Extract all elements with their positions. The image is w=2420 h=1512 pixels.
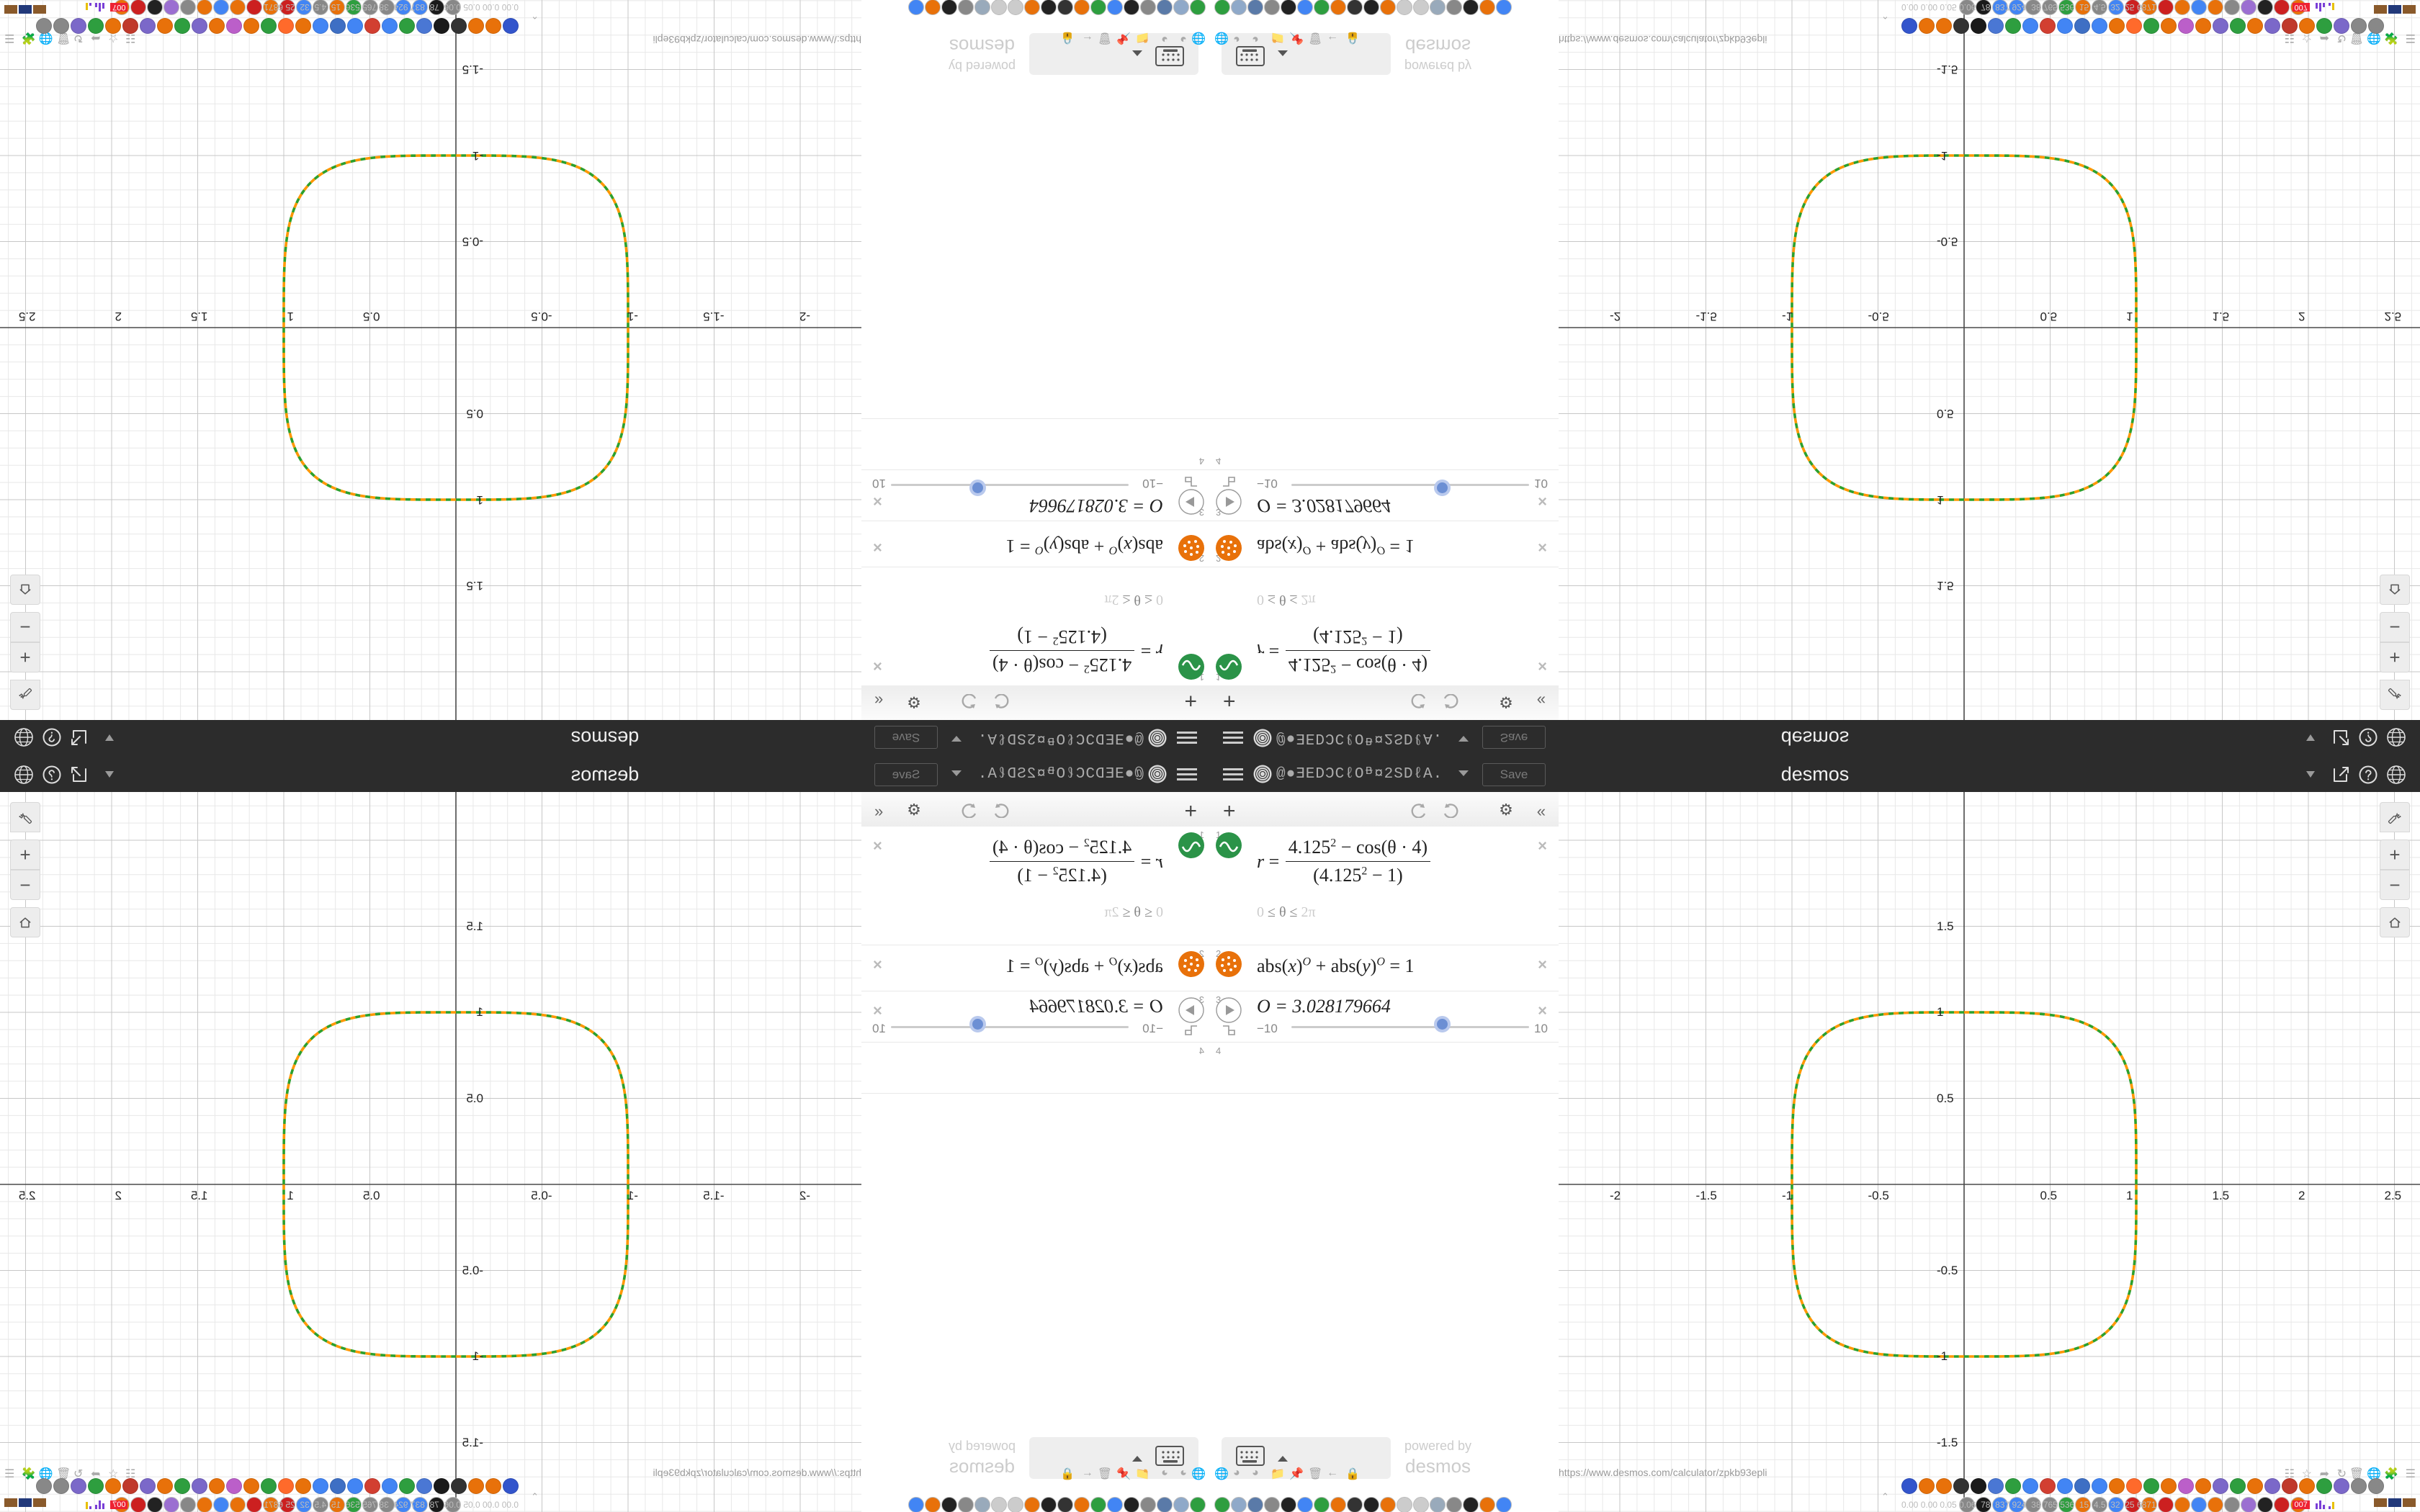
svg-text:⚙: ⚙	[907, 801, 921, 819]
svg-text:⚙: ⚙	[907, 693, 921, 711]
svg-text:⚙: ⚙	[1499, 801, 1513, 819]
svg-text:⚙: ⚙	[1499, 693, 1513, 711]
